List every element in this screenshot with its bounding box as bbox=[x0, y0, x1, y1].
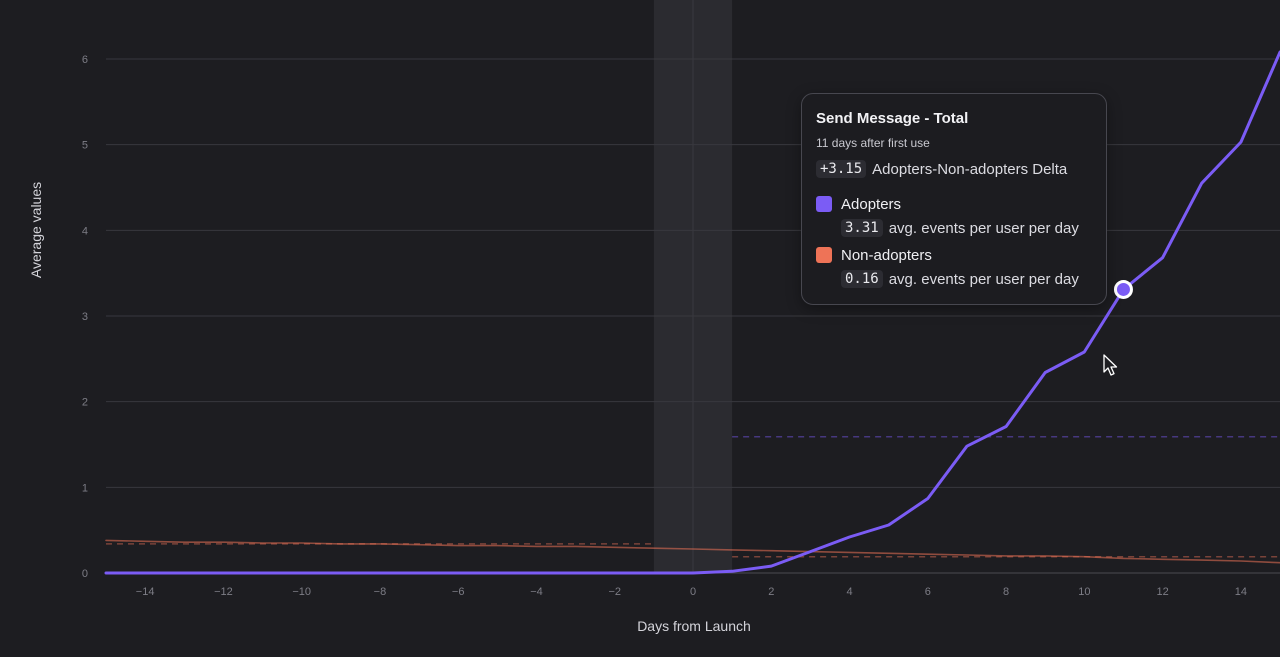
x-tick-label: −12 bbox=[214, 586, 233, 598]
x-tick-label: 14 bbox=[1235, 586, 1247, 598]
x-tick-label: 4 bbox=[846, 586, 852, 598]
series-value: 0.16 bbox=[841, 270, 883, 288]
y-tick-label: 4 bbox=[82, 225, 88, 237]
x-tick-label: −14 bbox=[136, 586, 155, 598]
tooltip-delta-row: +3.15 Adopters-Non-adopters Delta bbox=[816, 158, 1092, 180]
series-name: Non-adopters bbox=[841, 246, 932, 264]
y-tick-label: 6 bbox=[82, 54, 88, 66]
y-tick-label: 2 bbox=[82, 397, 88, 409]
x-tick-label: −4 bbox=[530, 586, 543, 598]
x-tick-label: −8 bbox=[374, 586, 387, 598]
x-tick-label: 0 bbox=[690, 586, 696, 598]
y-tick-label: 1 bbox=[82, 482, 88, 494]
y-tick-label: 5 bbox=[82, 140, 88, 152]
y-tick-label: 3 bbox=[82, 311, 88, 323]
tooltip-subtitle: 11 days after first use bbox=[816, 136, 930, 150]
tooltip-value-non-adopters: 0.16 avg. events per user per day bbox=[816, 268, 1092, 290]
x-tick-label: 6 bbox=[925, 586, 931, 598]
series-value: 3.31 bbox=[841, 219, 883, 237]
x-tick-label: 2 bbox=[768, 586, 774, 598]
tooltip-title: Send Message - Total bbox=[816, 110, 969, 127]
series-unit: avg. events per user per day bbox=[888, 270, 1079, 288]
tooltip-series-adopters: Adopters bbox=[816, 194, 1092, 214]
mouse-cursor-icon bbox=[1103, 354, 1118, 376]
x-tick-label: 8 bbox=[1003, 586, 1009, 598]
series-unit: avg. events per user per day bbox=[888, 219, 1079, 237]
tooltip-value-adopters: 3.31 avg. events per user per day bbox=[816, 217, 1092, 239]
y-tick-label: 0 bbox=[82, 568, 88, 580]
x-tick-label: 12 bbox=[1156, 586, 1168, 598]
non-adopters-series-line[interactable] bbox=[105, 539, 1280, 564]
delta-value: +3.15 bbox=[816, 160, 867, 178]
x-axis-title: Days from Launch bbox=[637, 618, 751, 634]
x-tick-label: −2 bbox=[608, 586, 621, 598]
x-tick-label: 10 bbox=[1078, 586, 1090, 598]
x-tick-label: −6 bbox=[452, 586, 465, 598]
chart-tooltip: Send Message - Total 11 days after first… bbox=[801, 93, 1107, 305]
hovered-data-point[interactable] bbox=[1113, 279, 1133, 299]
tooltip-series-non-adopters: Non-adopters bbox=[816, 245, 1092, 265]
delta-label: Adopters-Non-adopters Delta bbox=[872, 160, 1068, 178]
x-tick-label: −10 bbox=[292, 586, 311, 598]
non-adopters-color-swatch bbox=[816, 247, 832, 263]
adopters-series-line[interactable] bbox=[104, 50, 1280, 575]
y-axis-title: Average values bbox=[28, 182, 44, 278]
adopters-color-swatch bbox=[816, 196, 832, 212]
series-name: Adopters bbox=[841, 195, 902, 213]
